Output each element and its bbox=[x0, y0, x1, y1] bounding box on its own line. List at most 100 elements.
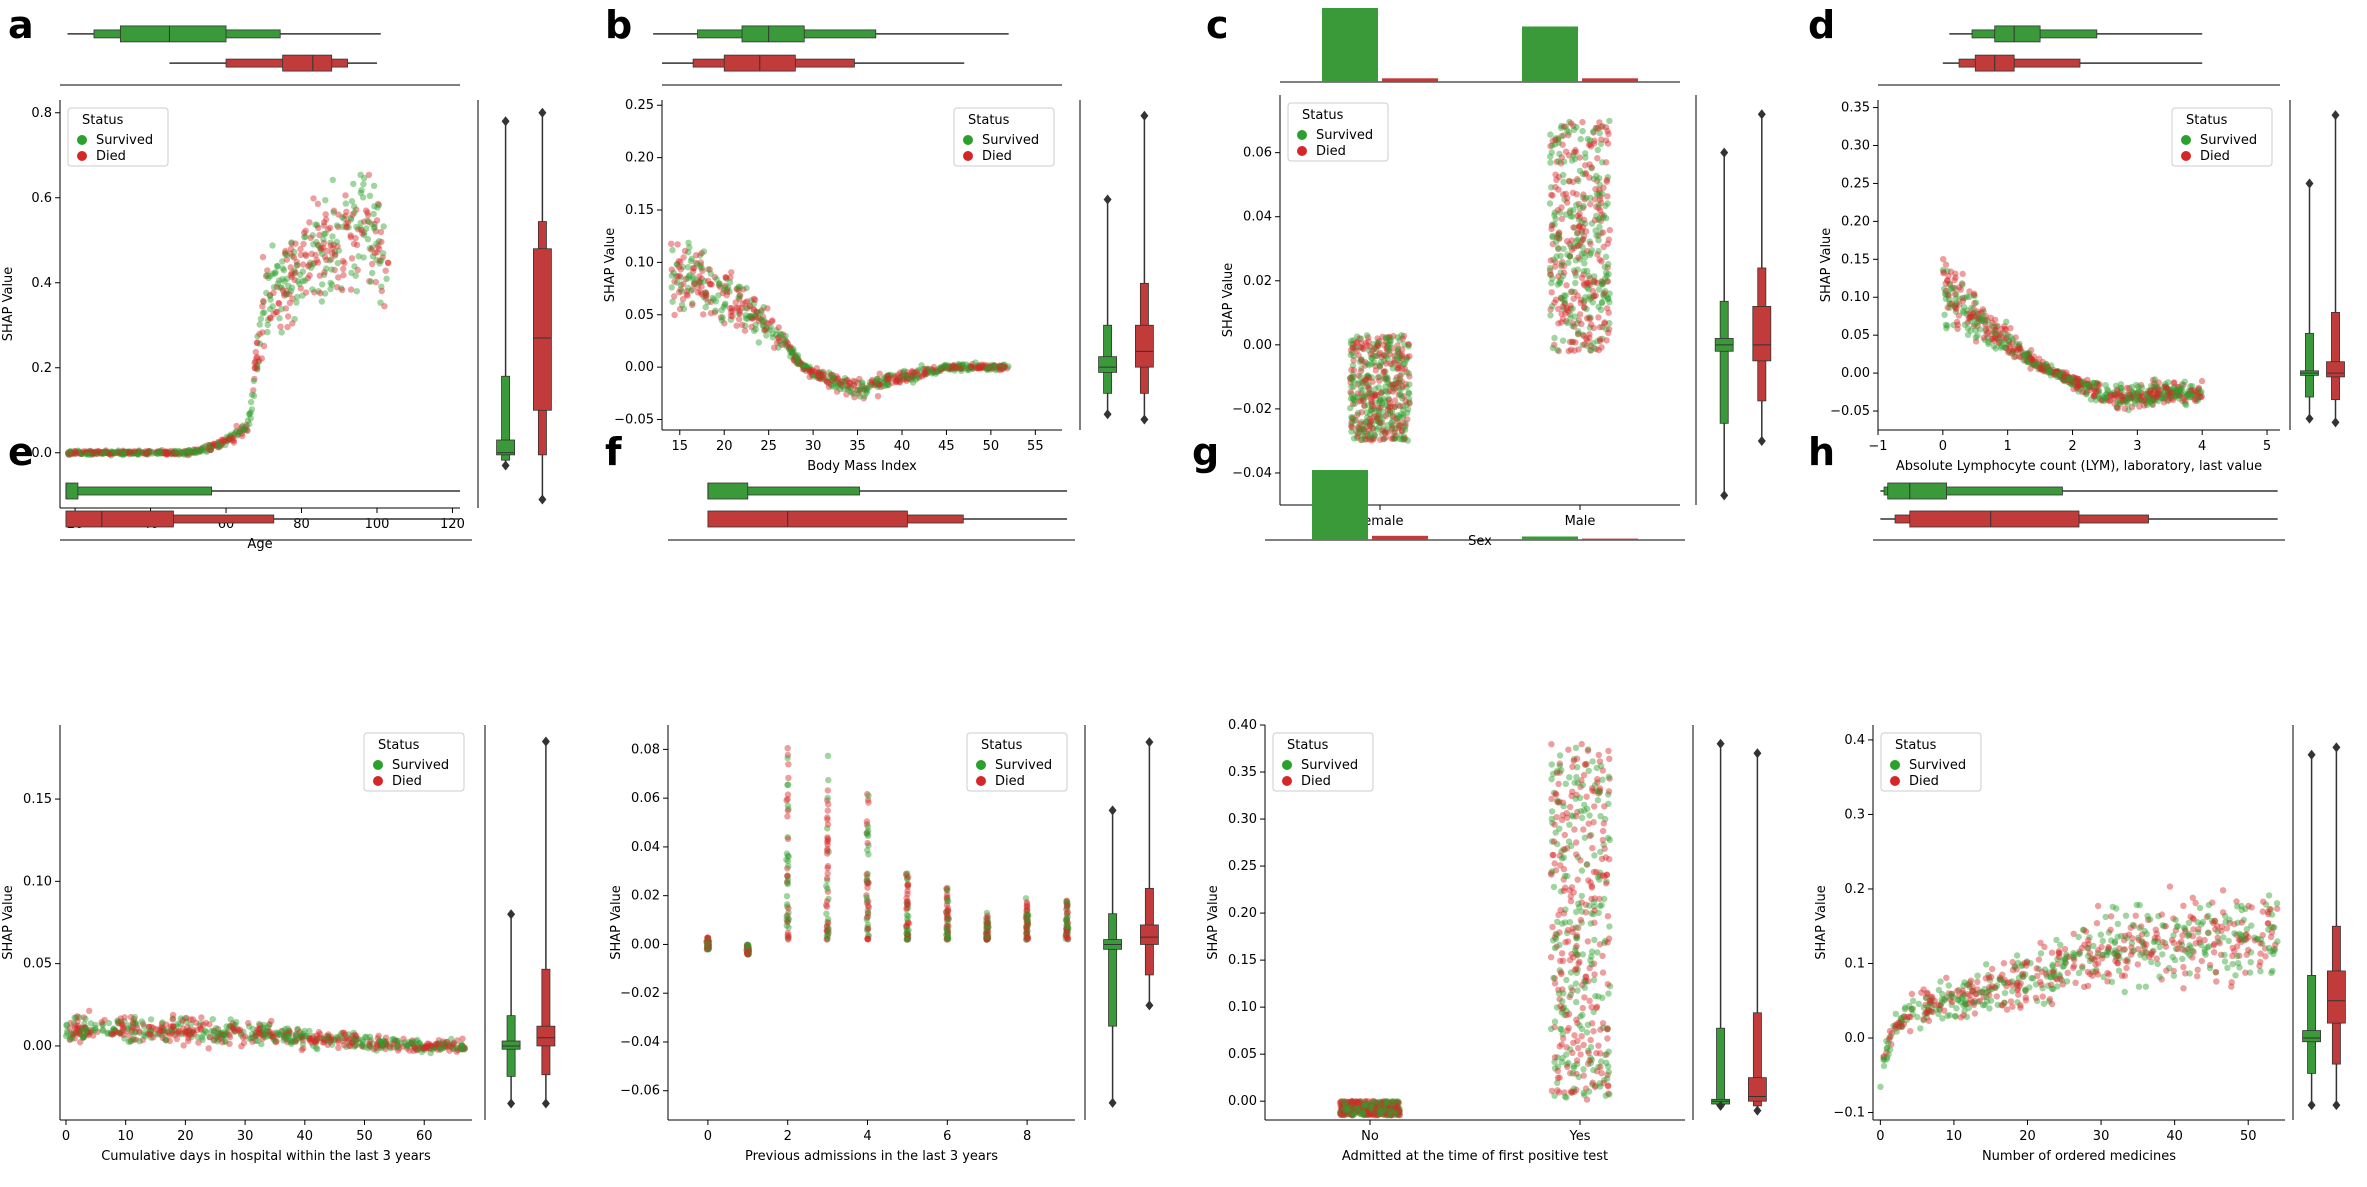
point-died bbox=[142, 449, 150, 456]
box-level bbox=[1108, 913, 1118, 1027]
point-died bbox=[293, 258, 300, 265]
scatter-points bbox=[1346, 117, 1614, 444]
point-survived bbox=[91, 449, 99, 456]
point-survived bbox=[182, 449, 190, 456]
point-died bbox=[142, 448, 149, 455]
point-survived bbox=[378, 257, 385, 264]
point-survived bbox=[1355, 379, 1363, 386]
point-died bbox=[206, 1034, 214, 1041]
point-died bbox=[846, 380, 853, 387]
point-died bbox=[275, 299, 282, 307]
point-died bbox=[182, 1031, 189, 1038]
point-survived bbox=[81, 1031, 88, 1038]
point-died bbox=[675, 258, 682, 265]
point-survived bbox=[1595, 303, 1602, 310]
point-survived bbox=[296, 280, 303, 288]
point-survived bbox=[265, 274, 272, 282]
point-survived bbox=[194, 447, 201, 455]
point-survived bbox=[156, 447, 164, 455]
point-died bbox=[681, 247, 689, 255]
point-survived bbox=[302, 233, 309, 240]
point-died bbox=[1397, 422, 1404, 429]
x-tick-label: 0 bbox=[704, 1129, 712, 1144]
point-died bbox=[1388, 435, 1395, 442]
legend-title: Status bbox=[82, 113, 124, 128]
point-died bbox=[282, 247, 289, 255]
point-survived bbox=[196, 448, 203, 455]
point-survived bbox=[1363, 332, 1371, 339]
point-survived bbox=[70, 450, 78, 458]
point-died bbox=[1955, 312, 1963, 319]
point-died bbox=[226, 433, 234, 440]
point-died bbox=[1959, 270, 1966, 278]
point-survived bbox=[208, 1027, 215, 1035]
point-survived bbox=[84, 449, 91, 456]
point-survived bbox=[1972, 334, 1980, 341]
point-died bbox=[689, 301, 696, 309]
point-survived bbox=[247, 415, 254, 422]
point-died bbox=[378, 287, 385, 295]
box-level bbox=[65, 486, 213, 496]
point-died bbox=[139, 449, 147, 456]
point-died bbox=[1952, 304, 1959, 312]
point-survived bbox=[793, 359, 801, 367]
bar-survived bbox=[1322, 8, 1378, 82]
top-box-survived bbox=[707, 482, 1068, 500]
point-died bbox=[107, 451, 115, 458]
point-died bbox=[300, 240, 307, 248]
point-survived bbox=[288, 239, 295, 246]
point-died bbox=[78, 450, 85, 457]
point-survived bbox=[1596, 223, 1603, 231]
point-survived bbox=[280, 267, 288, 274]
point-survived bbox=[320, 230, 328, 238]
point-died bbox=[229, 437, 236, 444]
point-survived bbox=[359, 194, 367, 201]
point-died bbox=[1591, 277, 1598, 284]
point-survived bbox=[1348, 428, 1355, 435]
point-died bbox=[1559, 303, 1567, 310]
point-survived bbox=[1364, 360, 1371, 367]
point-died bbox=[169, 1023, 176, 1030]
box-level bbox=[1135, 324, 1154, 368]
point-died bbox=[314, 241, 322, 249]
point-survived bbox=[227, 433, 235, 440]
point-survived bbox=[1990, 343, 1998, 350]
point-survived bbox=[2135, 387, 2142, 394]
point-survived bbox=[333, 238, 340, 246]
point-survived bbox=[361, 229, 368, 236]
point-survived bbox=[863, 897, 871, 904]
point-died bbox=[145, 451, 152, 458]
point-died bbox=[102, 447, 110, 454]
legend-title: Status bbox=[2186, 113, 2228, 128]
point-survived bbox=[368, 220, 375, 228]
point-survived bbox=[1595, 247, 1602, 255]
point-died bbox=[728, 308, 735, 315]
point-died bbox=[320, 244, 327, 251]
point-died bbox=[1551, 299, 1558, 306]
point-died bbox=[111, 449, 119, 456]
point-survived bbox=[227, 434, 235, 441]
point-died bbox=[205, 446, 212, 453]
legend-title: Status bbox=[378, 738, 420, 753]
point-survived bbox=[126, 448, 133, 455]
point-died bbox=[175, 449, 182, 457]
point-survived bbox=[1941, 311, 1948, 318]
point-survived bbox=[1549, 232, 1556, 240]
point-survived bbox=[190, 449, 198, 456]
point-survived bbox=[2124, 395, 2132, 402]
point-died bbox=[224, 435, 231, 442]
point-survived bbox=[322, 230, 329, 237]
point-died bbox=[1573, 191, 1580, 198]
point-survived bbox=[92, 450, 100, 457]
point-survived bbox=[110, 448, 117, 456]
point-died bbox=[824, 821, 832, 828]
point-died bbox=[400, 1035, 407, 1043]
point-survived bbox=[1555, 158, 1562, 165]
point-died bbox=[269, 1033, 276, 1040]
point-died bbox=[384, 259, 392, 266]
point-survived bbox=[1997, 338, 2005, 345]
point-survived bbox=[264, 316, 272, 324]
point-survived bbox=[127, 1038, 134, 1045]
point-survived bbox=[169, 449, 177, 456]
point-survived bbox=[87, 447, 94, 455]
